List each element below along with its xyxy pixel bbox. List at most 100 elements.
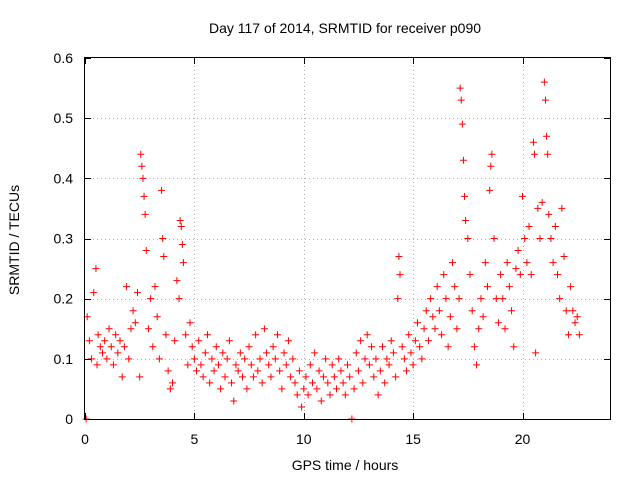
data-point	[118, 373, 126, 381]
y-tick-label: 0	[65, 411, 73, 427]
data-point	[479, 313, 487, 321]
x-tick-labels: 0 5 10 15 20	[81, 431, 530, 447]
y-tick-label: 0.3	[54, 231, 74, 247]
data-point	[109, 361, 117, 369]
data-point	[276, 367, 284, 375]
data-point	[245, 343, 253, 351]
data-points	[82, 78, 583, 423]
data-point	[173, 277, 181, 285]
y-tick-labels: 0 0.1 0.2 0.3 0.4 0.5 0.6	[54, 50, 74, 427]
x-tick-label: 15	[405, 431, 421, 447]
data-point	[361, 355, 369, 363]
data-point	[462, 216, 470, 224]
data-point	[159, 235, 167, 242]
data-point	[114, 349, 122, 357]
data-point	[208, 355, 216, 363]
data-point	[376, 367, 384, 375]
data-point	[217, 385, 225, 393]
data-point	[330, 373, 338, 381]
data-point	[514, 247, 522, 255]
data-point	[370, 373, 378, 381]
data-point	[427, 295, 435, 303]
data-point	[186, 319, 194, 327]
data-point	[458, 120, 466, 128]
data-point	[527, 271, 535, 279]
data-point	[169, 379, 176, 387]
data-point	[315, 367, 323, 375]
data-point	[267, 373, 275, 381]
data-point	[525, 222, 533, 230]
data-point	[210, 367, 218, 375]
data-point	[184, 361, 192, 369]
data-point	[569, 307, 577, 315]
data-point	[516, 271, 524, 279]
data-point	[365, 361, 373, 369]
data-point	[405, 331, 413, 339]
data-point	[228, 379, 236, 387]
data-point	[531, 150, 539, 158]
data-point	[451, 283, 459, 291]
data-point	[464, 235, 472, 242]
data-point	[239, 373, 246, 381]
data-point	[214, 361, 222, 369]
data-point	[282, 361, 290, 369]
data-point	[90, 289, 98, 297]
data-point	[153, 313, 161, 321]
data-point	[372, 355, 380, 363]
data-point	[141, 210, 149, 218]
data-point	[140, 192, 148, 200]
data-point	[199, 373, 207, 381]
data-point	[324, 379, 332, 387]
data-point	[230, 397, 238, 405]
data-point	[540, 78, 548, 86]
data-point	[543, 132, 551, 140]
data-point	[188, 343, 196, 351]
data-point	[175, 295, 183, 303]
data-point	[116, 337, 124, 345]
data-point	[92, 265, 100, 273]
data-point	[339, 379, 347, 387]
data-point	[158, 186, 166, 194]
data-point	[424, 337, 432, 345]
data-point	[503, 259, 511, 267]
data-point	[247, 361, 255, 369]
data-point	[398, 343, 406, 351]
data-point	[567, 283, 575, 291]
data-point	[532, 349, 540, 357]
data-point	[274, 331, 281, 339]
data-point	[160, 253, 168, 261]
data-point	[453, 325, 461, 333]
data-point	[494, 319, 502, 327]
data-point	[359, 379, 367, 387]
data-point	[265, 361, 273, 369]
data-point	[455, 295, 463, 303]
data-point	[249, 373, 257, 381]
data-point	[400, 355, 408, 363]
data-point	[490, 235, 498, 242]
data-point	[204, 331, 211, 339]
data-point	[328, 361, 336, 369]
data-point	[147, 295, 155, 303]
data-point	[120, 343, 128, 351]
data-point	[223, 355, 231, 363]
data-point	[88, 355, 96, 363]
data-point	[112, 331, 120, 339]
data-point	[544, 150, 552, 158]
data-point	[260, 325, 268, 333]
y-tick-label: 0.1	[54, 351, 74, 367]
data-point	[171, 337, 179, 345]
data-point	[541, 96, 549, 104]
data-point	[256, 355, 264, 363]
data-point	[322, 355, 330, 363]
data-point	[139, 174, 147, 182]
axis-ticks	[85, 58, 610, 420]
data-point	[232, 361, 240, 369]
y-tick-label: 0.2	[54, 291, 74, 307]
data-point	[385, 361, 393, 369]
data-point	[206, 379, 214, 387]
data-point	[333, 385, 341, 393]
data-point	[475, 325, 483, 333]
data-point	[477, 295, 485, 303]
data-point	[420, 325, 428, 333]
data-point	[407, 349, 415, 357]
